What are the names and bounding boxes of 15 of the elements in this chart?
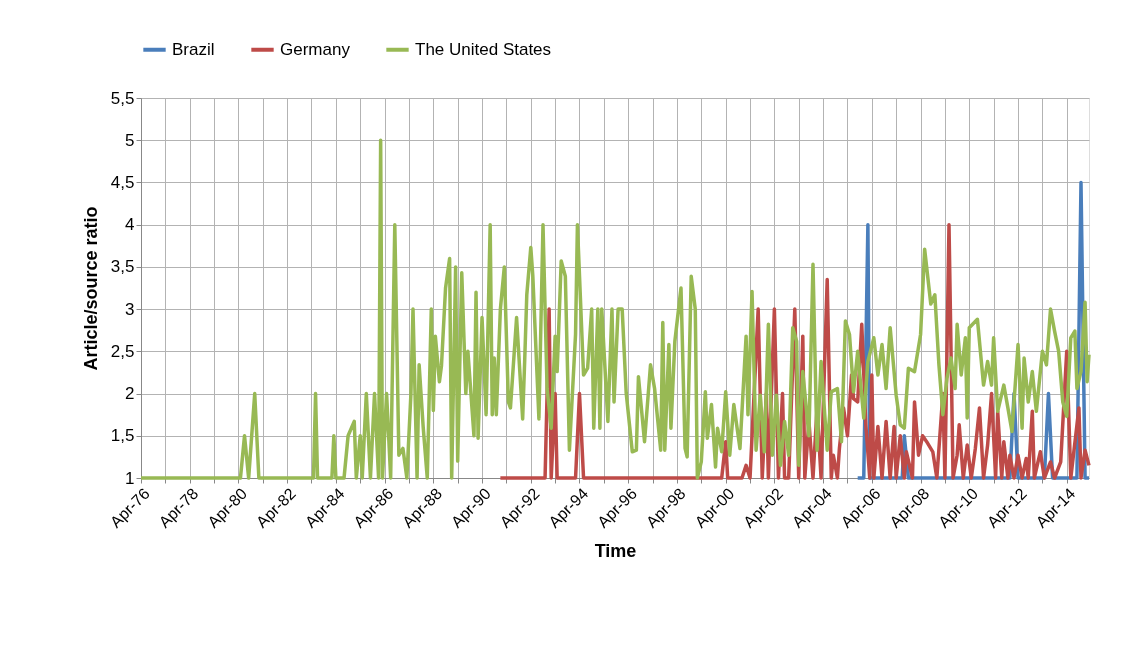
y-tick-label: 2,5: [110, 341, 135, 361]
y-tick-label: 4,5: [110, 172, 135, 192]
y-tick-label: 1,5: [110, 426, 135, 446]
y-tick-label: 4: [125, 215, 135, 235]
x-axis-title: Time: [594, 540, 637, 561]
legend-label: Germany: [280, 39, 351, 59]
y-tick-label: 2: [125, 384, 135, 404]
y-tick-label: 3: [125, 299, 135, 319]
legend-label: The United States: [415, 39, 552, 59]
y-tick-label: 5,5: [110, 88, 135, 108]
y-axis-title: Article/source ratio: [80, 206, 101, 371]
y-tick-label: 5: [125, 130, 135, 150]
y-tick-label: 3,5: [110, 257, 135, 277]
legend-label: Brazil: [172, 39, 215, 59]
y-tick-label: 1: [125, 468, 135, 488]
